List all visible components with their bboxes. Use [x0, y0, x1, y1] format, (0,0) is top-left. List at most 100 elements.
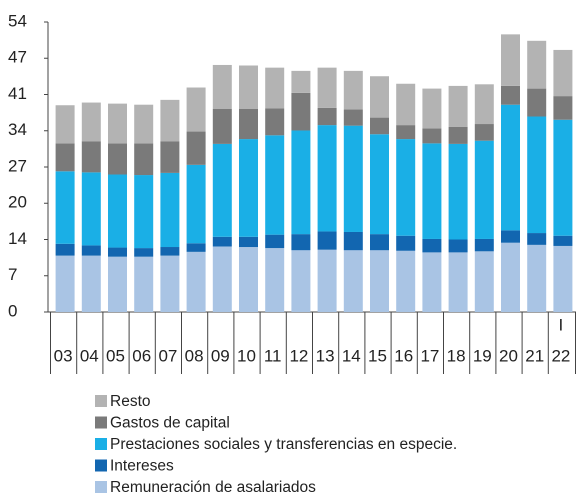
bar-segment — [474, 84, 494, 125]
legend-swatch — [95, 459, 107, 472]
bar-segment — [212, 246, 232, 312]
bar-segment — [317, 125, 337, 232]
y-tick-label: 0 — [8, 301, 17, 320]
bar-segment — [291, 234, 311, 251]
bar-segment — [160, 172, 180, 248]
bar-segment — [291, 130, 311, 235]
x-tick-label: 07 — [158, 346, 177, 365]
x-tick-label: 05 — [106, 346, 125, 365]
bar-segment — [265, 135, 285, 235]
bar-segment — [448, 126, 468, 144]
bar-segment — [134, 104, 154, 144]
bar-segment — [370, 117, 389, 135]
bar-segment — [474, 238, 494, 252]
bar-segment — [343, 70, 363, 110]
bar-segment — [55, 143, 75, 172]
bar-segment — [527, 233, 547, 245]
bar-segment — [265, 234, 285, 249]
bar-segment — [108, 174, 127, 248]
bar-segment — [396, 139, 416, 236]
bar-segment — [55, 243, 75, 256]
bar-segment — [448, 85, 468, 127]
x-tick-label: 03 — [54, 346, 73, 365]
bar-segment — [239, 109, 258, 140]
bar-segment — [553, 235, 573, 246]
bar-segment — [501, 230, 520, 243]
bar-segment — [396, 250, 416, 312]
bar-segment — [370, 76, 389, 118]
bar-segment — [396, 83, 416, 126]
bar-segment — [317, 231, 337, 250]
bar-segment — [81, 102, 101, 142]
bar-segment — [553, 119, 573, 236]
bar-segment — [501, 242, 520, 312]
bar-segment — [317, 67, 337, 108]
bar-segment — [422, 143, 442, 239]
bar-segment — [527, 40, 547, 89]
bar-segment — [212, 64, 232, 109]
legend-label: Resto — [110, 393, 151, 410]
y-tick-label: 54 — [8, 11, 27, 30]
x-tick-label: 04 — [80, 346, 99, 365]
bar-segment — [448, 143, 468, 240]
bar-segment — [422, 238, 442, 253]
bar-segment — [108, 256, 127, 312]
bar-segment — [212, 143, 232, 237]
legend-swatch — [95, 395, 107, 407]
bar-segment — [134, 248, 154, 257]
bar-segment — [370, 234, 389, 251]
y-tick-label: 14 — [8, 229, 27, 248]
x-tick-label: 10 — [237, 346, 256, 365]
x-tick-label: 08 — [185, 346, 204, 365]
bar-segment — [239, 247, 258, 312]
legend-label: Gastos de capital — [110, 415, 230, 432]
x-tick-label: 13 — [316, 346, 335, 365]
y-tick-label: 7 — [8, 265, 17, 284]
bar-segment — [291, 92, 311, 131]
bar-segment — [212, 109, 232, 144]
x-tick-label: 19 — [473, 346, 492, 365]
bar-segment — [160, 141, 180, 173]
bar-segment — [527, 116, 547, 234]
bar-segment — [343, 125, 363, 232]
bar-segment — [265, 67, 285, 109]
bar-segment — [553, 49, 573, 97]
y-tick-label: 20 — [8, 193, 27, 212]
bar-segment — [501, 34, 520, 86]
bar-segment — [186, 87, 206, 132]
bar-segment — [81, 141, 101, 173]
legend-swatch — [95, 481, 107, 493]
bar-segment — [239, 65, 258, 109]
bar-segment — [317, 107, 337, 126]
legend-label: Remuneración de asalariados — [110, 479, 316, 496]
bar-segment — [370, 134, 389, 235]
y-tick-label: 27 — [8, 156, 27, 175]
x-tick-label: 20 — [499, 346, 518, 365]
bar-segment — [317, 249, 337, 312]
bar-segment — [422, 252, 442, 312]
bar-segment — [108, 247, 127, 257]
x-tick-label: 14 — [342, 346, 361, 365]
bar-segment — [448, 239, 468, 253]
bar-segment — [474, 140, 494, 239]
bar-segment — [291, 250, 311, 312]
bar-segment — [501, 85, 520, 105]
bar-segment — [343, 109, 363, 126]
x-tick-label: 18 — [447, 346, 466, 365]
bar-segment — [239, 139, 258, 237]
bar-segment — [55, 255, 75, 312]
bar-segment — [343, 250, 363, 312]
legend-label: Intereses — [110, 458, 174, 475]
bar-segment — [134, 175, 154, 249]
bar-segment — [370, 250, 389, 312]
legend-swatch — [95, 438, 107, 450]
bar-segment — [108, 103, 127, 144]
bar-segment — [265, 108, 285, 136]
bar-segment — [553, 96, 573, 120]
bar-segment — [55, 105, 75, 144]
y-tick-label: 34 — [8, 120, 27, 139]
bar-segment — [291, 70, 311, 93]
bar-segment — [501, 104, 520, 231]
legend-swatch — [95, 416, 107, 429]
bar-segment — [422, 128, 442, 144]
